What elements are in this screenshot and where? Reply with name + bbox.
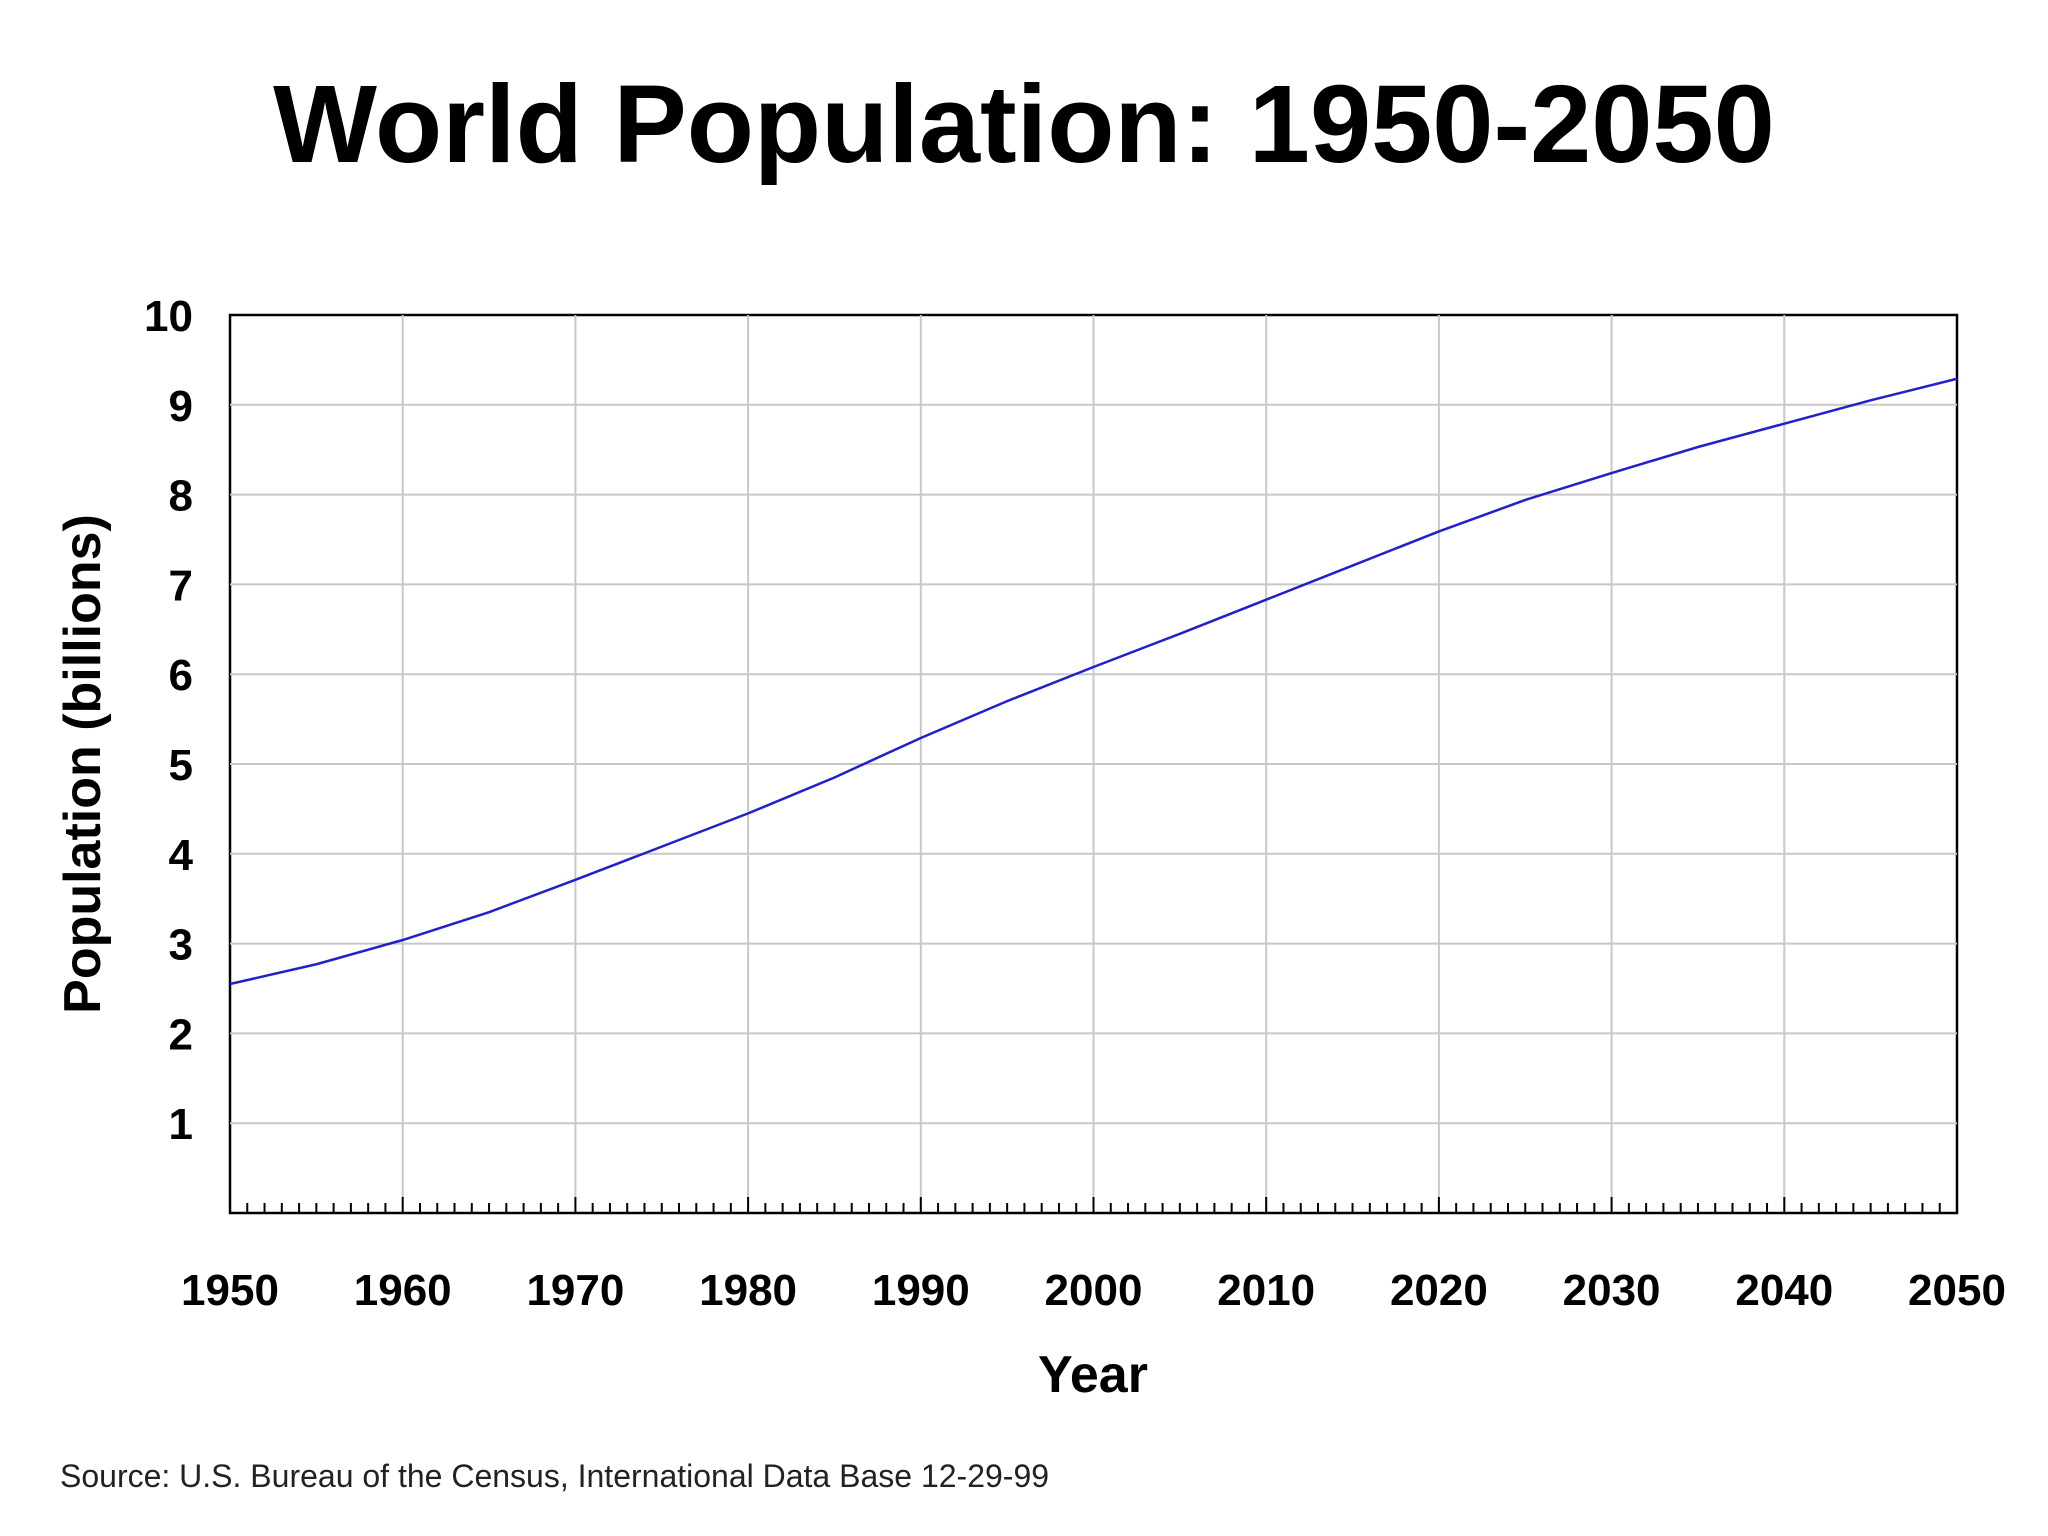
y-tick-label-9: 9 (169, 382, 193, 431)
grid (230, 315, 1957, 1213)
y-tick-label-8: 8 (169, 472, 193, 521)
x-tick-label-2030: 2030 (1563, 1266, 1661, 1315)
x-tick-labels: 1950 1960 1970 1980 1990 2000 2010 2020 2030 2040… (181, 1266, 2006, 1315)
series-line-0 (229, 377, 1958, 986)
y-tick-label-5: 5 (169, 741, 193, 790)
series-layer (229, 377, 1958, 986)
x-tick-label-2010: 2010 (1217, 1266, 1315, 1315)
x-tick-label-2000: 2000 (1045, 1266, 1143, 1315)
x-tick-label-1990: 1990 (872, 1266, 970, 1315)
y-tick-label-1: 1 (169, 1100, 193, 1149)
y-tick-label-7: 7 (169, 561, 193, 610)
x-tick-label-1960: 1960 (354, 1266, 452, 1315)
y-tick-label-2: 2 (169, 1010, 193, 1059)
x-tick-label-2020: 2020 (1390, 1266, 1488, 1315)
y-tick-label-4: 4 (169, 831, 194, 880)
x-tick-label-1970: 1970 (526, 1266, 624, 1315)
x-tick-label-1980: 1980 (699, 1266, 797, 1315)
y-tick-label-3: 3 (169, 921, 193, 970)
x-tick-label-2050: 2050 (1908, 1266, 2006, 1315)
x-tick-label-2040: 2040 (1735, 1266, 1833, 1315)
source-note: Source: U.S. Bureau of the Census, Inter… (60, 1458, 1049, 1494)
y-tick-label-10: 10 (144, 292, 193, 341)
x-axis-title: Year (1038, 1346, 1148, 1404)
y-tick-label-6: 6 (169, 651, 193, 700)
x-minor-ticks (229, 1197, 1958, 1213)
y-axis-title: Population (billions) (54, 514, 112, 1014)
x-tick-label-1950: 1950 (181, 1266, 279, 1315)
y-tick-labels: 1 2 3 4 5 6 7 8 9 10 (144, 292, 193, 1149)
chart-title: World Population: 1950-2050 (273, 63, 1775, 186)
